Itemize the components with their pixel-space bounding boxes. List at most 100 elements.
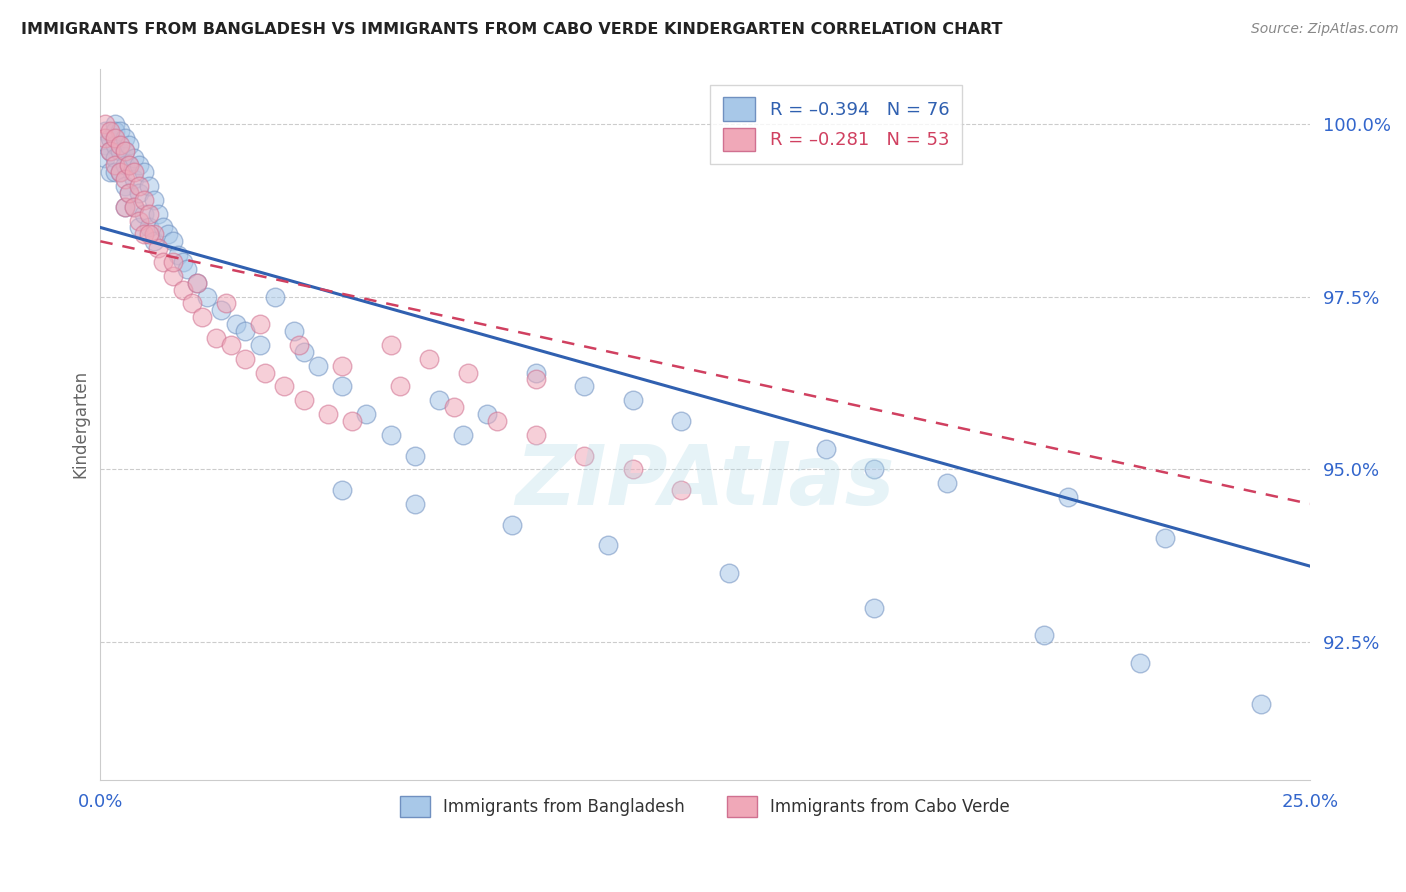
Point (142, 193, 165, 207)
Point (104, 137, 127, 152)
Point (122, 200, 145, 214)
Y-axis label: Kindergarten: Kindergarten (72, 370, 89, 478)
Point (814, 442, 837, 456)
Point (114, 130, 136, 145)
Point (122, 200, 145, 214)
Point (443, 400, 465, 414)
Point (718, 566, 741, 580)
Point (104, 165, 127, 179)
Point (181, 296, 204, 310)
Point (380, 427, 402, 442)
Point (524, 427, 547, 442)
Point (104, 124, 127, 138)
Point (132, 207, 155, 221)
Point (389, 379, 412, 393)
Point (1129, 656, 1152, 670)
Point (128, 213, 150, 227)
Point (118, 158, 141, 172)
Point (404, 497, 426, 511)
Point (94, 124, 117, 138)
Point (114, 200, 136, 214)
Point (122, 152, 145, 166)
Point (524, 366, 547, 380)
Point (263, 289, 285, 303)
Point (418, 351, 440, 366)
Point (138, 220, 160, 235)
Point (215, 296, 238, 310)
Point (152, 255, 174, 269)
Point (292, 393, 315, 408)
Point (316, 407, 339, 421)
Point (94, 137, 117, 152)
Point (122, 165, 145, 179)
Point (162, 255, 184, 269)
Point (104, 158, 127, 172)
Point (427, 393, 450, 408)
Text: Source: ZipAtlas.com: Source: ZipAtlas.com (1251, 22, 1399, 37)
Point (176, 261, 198, 276)
Point (138, 207, 160, 221)
Point (340, 414, 363, 428)
Point (148, 207, 170, 221)
Point (142, 234, 165, 248)
Point (863, 600, 886, 615)
Point (128, 179, 150, 194)
Point (477, 407, 499, 421)
Point (138, 227, 160, 242)
Point (863, 462, 886, 476)
Point (132, 227, 155, 242)
Point (104, 117, 127, 131)
Text: IMMIGRANTS FROM BANGLADESH VS IMMIGRANTS FROM CABO VERDE KINDERGARTEN CORRELATIO: IMMIGRANTS FROM BANGLADESH VS IMMIGRANTS… (21, 22, 1002, 37)
Point (162, 268, 184, 283)
Point (457, 366, 479, 380)
Point (157, 227, 180, 242)
Point (94, 117, 117, 131)
Point (486, 414, 509, 428)
Point (292, 344, 315, 359)
Point (172, 255, 194, 269)
Point (98, 145, 121, 159)
Point (98, 165, 121, 179)
Point (380, 338, 402, 352)
Point (307, 359, 329, 373)
Point (287, 338, 309, 352)
Point (94, 130, 117, 145)
Point (283, 324, 305, 338)
Point (330, 483, 353, 497)
Point (572, 379, 595, 393)
Point (1057, 490, 1080, 504)
Point (195, 289, 218, 303)
Point (669, 414, 692, 428)
Point (108, 165, 131, 179)
Point (118, 186, 141, 200)
Point (132, 165, 155, 179)
Point (936, 476, 959, 491)
Point (404, 449, 426, 463)
Point (186, 276, 208, 290)
Point (1032, 628, 1054, 642)
Point (118, 186, 141, 200)
Point (501, 517, 523, 532)
Point (138, 179, 160, 194)
Point (94, 152, 117, 166)
Point (572, 449, 595, 463)
Point (273, 379, 295, 393)
Point (114, 172, 136, 186)
Point (108, 165, 131, 179)
Point (356, 407, 378, 421)
Point (114, 158, 136, 172)
Point (249, 338, 271, 352)
Point (219, 338, 242, 352)
Point (1153, 532, 1175, 546)
Point (114, 200, 136, 214)
Point (104, 130, 127, 145)
Point (162, 234, 184, 248)
Point (205, 331, 228, 345)
Point (152, 220, 174, 235)
Point (132, 193, 155, 207)
Point (148, 241, 170, 255)
Point (598, 538, 620, 552)
Point (108, 137, 131, 152)
Point (114, 145, 136, 159)
Point (235, 351, 257, 366)
